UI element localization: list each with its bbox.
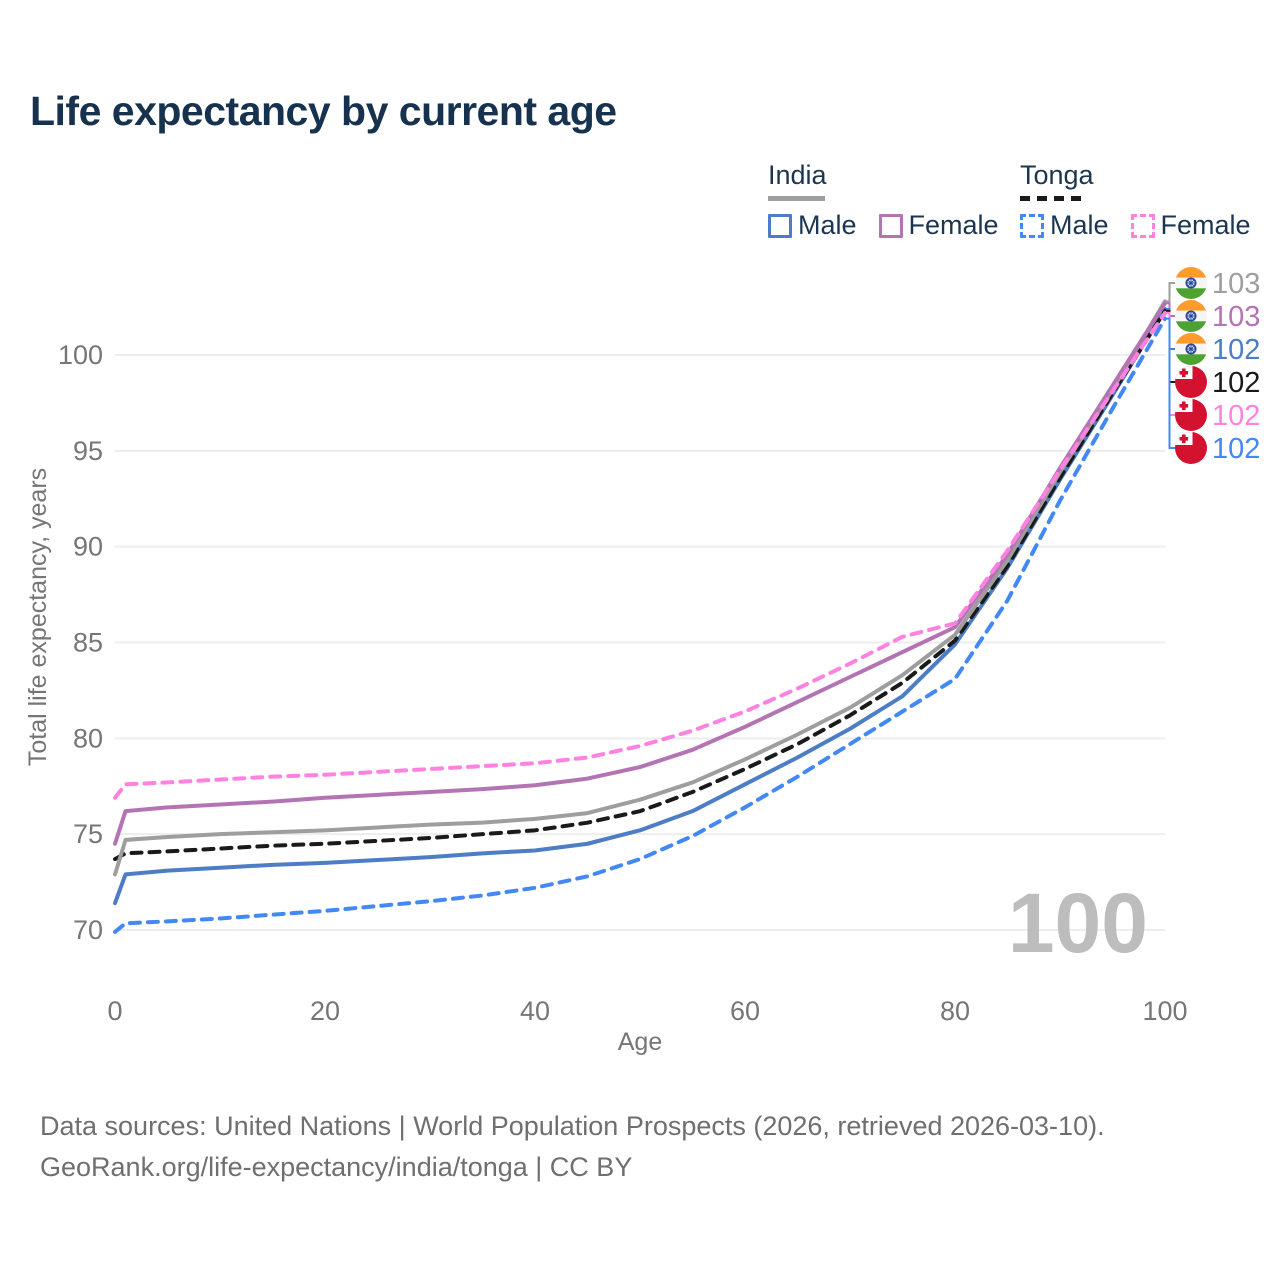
india-flag-icon bbox=[1175, 333, 1207, 365]
y-tick-label: 70 bbox=[73, 915, 103, 945]
x-tick-label: 100 bbox=[1142, 996, 1187, 1026]
tonga-flag-icon bbox=[1175, 399, 1207, 431]
legend-item-label: Female bbox=[908, 210, 999, 240]
legend-group-tonga-label[interactable]: Tonga bbox=[1020, 160, 1094, 190]
age-watermark: 100 bbox=[1008, 876, 1148, 970]
tonga-male-swatch-icon bbox=[1020, 213, 1044, 238]
y-tick-label: 95 bbox=[73, 436, 103, 466]
legend-group-india: India Male Female bbox=[768, 160, 999, 241]
x-tick-label: 0 bbox=[107, 996, 122, 1026]
y-tick-label: 90 bbox=[73, 532, 103, 562]
tonga-female-swatch-icon bbox=[1130, 213, 1155, 238]
end-value-label: 102 bbox=[1212, 400, 1260, 432]
page-title: Life expectancy by current age bbox=[30, 88, 617, 134]
tonga-flag-icon bbox=[1175, 432, 1207, 464]
india-flag-icon bbox=[1175, 300, 1207, 332]
india-flag-icon bbox=[1175, 267, 1207, 299]
series-line-tonga-total[interactable] bbox=[113, 308, 1167, 862]
legend-item-label: Female bbox=[1160, 210, 1251, 240]
y-tick-label: 75 bbox=[73, 819, 103, 849]
y-tick-label: 80 bbox=[73, 723, 103, 753]
series-line-india-female[interactable] bbox=[113, 301, 1167, 846]
x-tick-label: 40 bbox=[520, 996, 550, 1026]
legend-item-india-male[interactable]: Male bbox=[768, 210, 857, 241]
series-line-india-total[interactable] bbox=[113, 299, 1167, 877]
legend-tonga-total-line-marker bbox=[1020, 196, 1084, 201]
end-value-label: 102 bbox=[1212, 367, 1260, 399]
x-tick-label: 80 bbox=[940, 996, 970, 1026]
y-tick-label: 100 bbox=[58, 340, 103, 370]
label-connector bbox=[1166, 282, 1175, 303]
legend-item-label: Male bbox=[1050, 210, 1109, 240]
end-value-label: 102 bbox=[1212, 334, 1260, 366]
legend-item-tonga-female[interactable]: Female bbox=[1130, 210, 1251, 241]
tonga-flag-icon bbox=[1175, 366, 1207, 398]
legend-item-india-female[interactable]: Female bbox=[878, 210, 999, 241]
legend-item-label: Male bbox=[798, 210, 857, 240]
label-connector bbox=[1166, 317, 1175, 449]
series-line-tonga-female[interactable] bbox=[113, 310, 1167, 800]
x-tick-label: 20 bbox=[310, 996, 340, 1026]
end-value-label: 103 bbox=[1212, 268, 1260, 300]
end-value-label: 102 bbox=[1212, 433, 1260, 465]
india-male-swatch-icon bbox=[768, 213, 792, 238]
end-value-label: 103 bbox=[1212, 301, 1260, 333]
data-sources-line: Data sources: United Nations | World Pop… bbox=[40, 1111, 1105, 1141]
x-tick-label: 60 bbox=[730, 996, 760, 1026]
attribution-line: GeoRank.org/life-expectancy/india/tonga … bbox=[40, 1152, 633, 1182]
x-axis-title: Age bbox=[618, 1028, 662, 1056]
legend-group-india-label[interactable]: India bbox=[768, 160, 827, 190]
series-line-tonga-male[interactable] bbox=[113, 316, 1167, 934]
y-axis-title: Total life expectancy, years bbox=[24, 468, 52, 766]
series-line-india-male[interactable] bbox=[113, 307, 1167, 906]
footer: Data sources: United Nations | World Pop… bbox=[40, 1106, 1105, 1188]
legend-india-total-line-marker bbox=[768, 196, 825, 201]
y-tick-label: 85 bbox=[73, 628, 103, 658]
india-female-swatch-icon bbox=[878, 213, 903, 238]
legend-group-tonga: Tonga Male Female bbox=[1020, 160, 1251, 241]
legend-item-tonga-male[interactable]: Male bbox=[1020, 210, 1109, 241]
